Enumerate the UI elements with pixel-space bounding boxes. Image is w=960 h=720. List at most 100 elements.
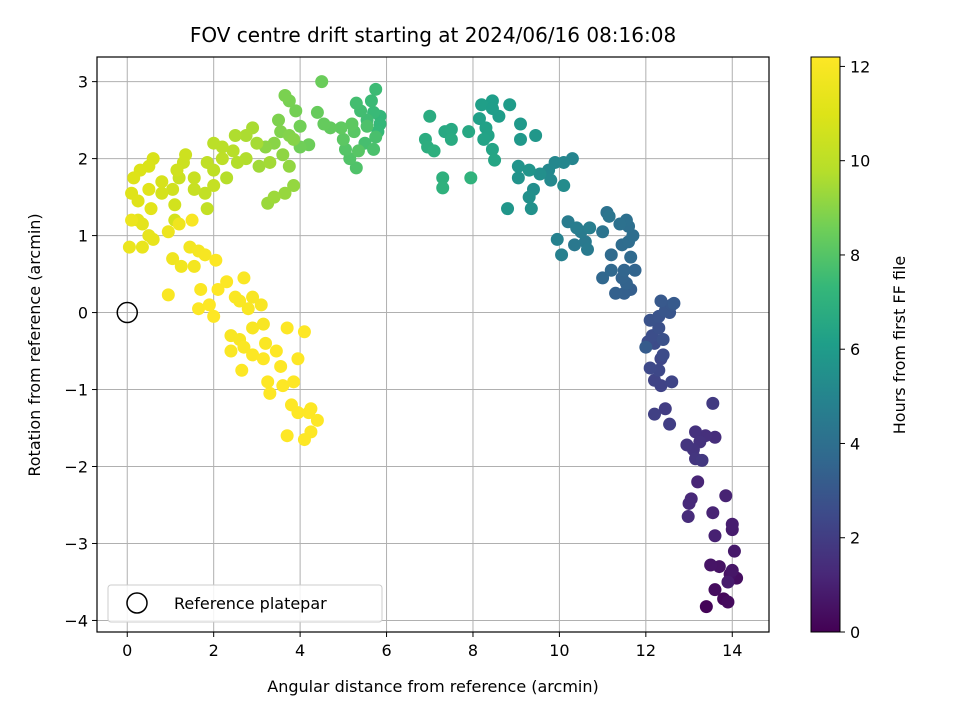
data-point xyxy=(202,298,216,312)
data-point xyxy=(170,163,184,177)
data-point xyxy=(287,179,301,193)
data-point xyxy=(639,340,653,354)
y-tick-label: −2 xyxy=(64,458,88,477)
data-point xyxy=(604,263,618,277)
data-point xyxy=(310,413,324,427)
data-point xyxy=(125,213,139,227)
data-point xyxy=(336,132,350,146)
data-point xyxy=(250,136,264,150)
legend-box xyxy=(107,584,383,623)
data-point xyxy=(472,112,486,126)
data-point xyxy=(583,221,597,235)
data-point xyxy=(557,179,571,193)
colorbar-ticks: 0 2 4 6 8 10 12 xyxy=(840,57,870,642)
x-ticks: 0 2 4 6 8 10 12 14 xyxy=(122,632,742,660)
x-tick-label: 6 xyxy=(381,641,391,660)
data-point xyxy=(280,321,294,335)
data-point xyxy=(721,575,735,589)
data-point xyxy=(334,121,348,135)
data-point xyxy=(427,144,441,158)
data-point xyxy=(256,317,270,331)
data-point xyxy=(135,240,149,254)
x-tick-label: 8 xyxy=(468,641,478,660)
colorbar-tick-label: 0 xyxy=(850,623,860,642)
data-point xyxy=(681,510,695,524)
data-point xyxy=(708,529,722,543)
x-tick-label: 14 xyxy=(722,641,742,660)
x-tick-label: 2 xyxy=(209,641,219,660)
data-point xyxy=(233,294,247,308)
legend-marker xyxy=(126,592,148,614)
data-point xyxy=(179,148,193,162)
data-point xyxy=(127,171,141,185)
data-point xyxy=(369,130,383,144)
x-tick-label: 10 xyxy=(549,641,569,660)
data-point xyxy=(524,202,538,216)
x-tick-label: 12 xyxy=(636,641,656,660)
data-point xyxy=(235,363,249,377)
data-point xyxy=(142,182,156,196)
data-point xyxy=(529,129,543,143)
data-point xyxy=(511,171,525,185)
colorbar-tick-label: 12 xyxy=(850,57,870,76)
reference-marker-group xyxy=(116,301,139,324)
data-point xyxy=(192,302,206,316)
data-point xyxy=(423,109,437,123)
data-point xyxy=(226,144,240,158)
data-point xyxy=(345,117,359,131)
data-point xyxy=(719,489,733,503)
y-tick-label: −4 xyxy=(64,611,88,630)
data-point xyxy=(276,148,290,162)
data-point xyxy=(656,332,670,346)
colorbar-gradient xyxy=(810,56,841,633)
data-point xyxy=(682,496,696,510)
data-point xyxy=(596,271,610,285)
data-point xyxy=(254,298,268,312)
data-point xyxy=(280,429,294,443)
chart-title: FOV centre drift starting at 2024/06/16 … xyxy=(190,23,676,47)
colorbar-tick-label: 4 xyxy=(850,434,860,453)
data-point xyxy=(624,250,638,264)
colorbar-tick-label: 8 xyxy=(850,246,860,265)
data-point xyxy=(207,179,221,193)
colorbar-tick-label: 10 xyxy=(850,152,870,171)
data-point xyxy=(643,361,657,375)
data-point xyxy=(689,425,703,439)
data-point xyxy=(207,136,221,150)
data-point xyxy=(444,122,458,136)
data-point xyxy=(349,161,363,175)
data-point xyxy=(514,132,528,146)
data-point xyxy=(555,248,569,262)
data-point xyxy=(609,286,623,300)
data-point xyxy=(652,321,666,335)
data-point xyxy=(596,225,610,239)
data-point xyxy=(604,248,618,262)
data-point xyxy=(580,242,594,256)
data-point xyxy=(287,132,301,146)
data-point xyxy=(155,175,169,189)
data-point xyxy=(369,82,383,96)
data-point xyxy=(122,240,136,254)
data-point xyxy=(291,406,305,420)
data-point xyxy=(706,506,720,520)
data-point xyxy=(647,407,661,421)
data-point xyxy=(263,386,277,400)
data-point xyxy=(131,194,145,208)
data-point xyxy=(706,396,720,410)
x-axis-label: Angular distance from reference (arcmin) xyxy=(267,677,598,696)
colorbar-tick-label: 2 xyxy=(850,529,860,548)
legend: Reference platepar xyxy=(107,584,383,623)
data-point xyxy=(293,119,307,133)
data-point xyxy=(161,288,175,302)
data-point xyxy=(436,171,450,185)
legend-label: Reference platepar xyxy=(174,594,327,613)
data-point xyxy=(297,325,311,339)
data-point xyxy=(211,282,225,296)
data-point xyxy=(166,182,180,196)
data-point xyxy=(246,290,260,304)
plot-frame xyxy=(96,56,770,633)
data-point xyxy=(297,433,311,447)
data-point xyxy=(310,105,324,119)
data-point xyxy=(241,302,255,316)
